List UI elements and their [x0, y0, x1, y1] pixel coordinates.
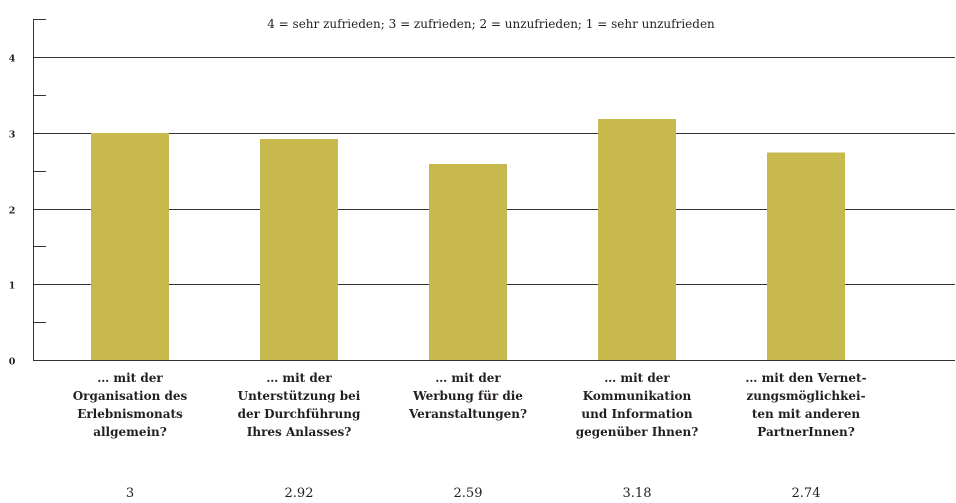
category-label-line: … mit der	[97, 371, 163, 385]
y-tick-label: 1	[9, 281, 16, 292]
category-label-line: Werbung für die	[412, 389, 523, 403]
bar	[767, 152, 845, 360]
category-label: … mit der Werbung für die Veranstaltungen?	[408, 371, 527, 421]
category-label-line: der Durchführung	[238, 407, 361, 421]
category-label-line: Unterstützung bei	[238, 389, 361, 403]
value-label: 2.92	[285, 486, 314, 501]
bar	[598, 119, 676, 361]
y-tick-label: 2	[9, 206, 16, 217]
category-label-line: … mit den Vernet-	[745, 371, 866, 385]
bar	[260, 138, 338, 360]
bar	[91, 132, 169, 360]
value-labels: 3 2.92 2.59 3.18 2.74	[126, 486, 821, 501]
value-label: 3.18	[623, 486, 652, 501]
category-label-line: Kommunikation	[583, 389, 692, 403]
y-tick-label: 3	[9, 130, 16, 141]
category-label-line: Organisation des	[73, 389, 188, 403]
category-label-line: … mit der	[435, 371, 501, 385]
value-label: 3	[126, 486, 134, 501]
value-label: 2.59	[454, 486, 483, 501]
y-tick-label: 0	[9, 357, 16, 368]
category-label-line: Ihres Anlasses?	[247, 425, 352, 439]
category-label: … mit der Organisation des Erlebnismonats a…	[73, 371, 188, 439]
category-label-line: zungsmöglichkei-	[746, 389, 865, 403]
category-label-line: Erlebnismonats	[77, 407, 183, 421]
category-label-line: allgemein?	[93, 425, 167, 439]
category-label: … mit der Unterstützung bei der Durchführu…	[238, 371, 361, 439]
value-label: 2.74	[792, 486, 821, 501]
category-label-line: gegenüber Ihnen?	[576, 425, 698, 439]
category-label: … mit den Vernet-zungsmöglichkei-ten mit…	[745, 371, 866, 439]
y-axis: 0 1 2 3 4	[9, 19, 46, 368]
category-label-line: und Information	[581, 407, 692, 421]
rating-scale-note: 4 = sehr zufrieden; 3 = zufrieden; 2 = u…	[267, 17, 715, 31]
bar	[429, 163, 507, 360]
y-tick-label: 4	[9, 54, 16, 65]
category-label-line: … mit der	[604, 371, 670, 385]
bars	[91, 119, 845, 361]
category-label-line: … mit der	[266, 371, 332, 385]
category-label: … mit der Kommunikation und Information geg…	[576, 371, 698, 439]
category-label-line: PartnerInnen?	[757, 425, 854, 439]
category-label-line: Veranstaltungen?	[408, 407, 527, 421]
category-label-line: ten mit anderen	[752, 407, 861, 421]
category-labels: … mit der Organisation des Erlebnismonats a…	[73, 371, 867, 439]
